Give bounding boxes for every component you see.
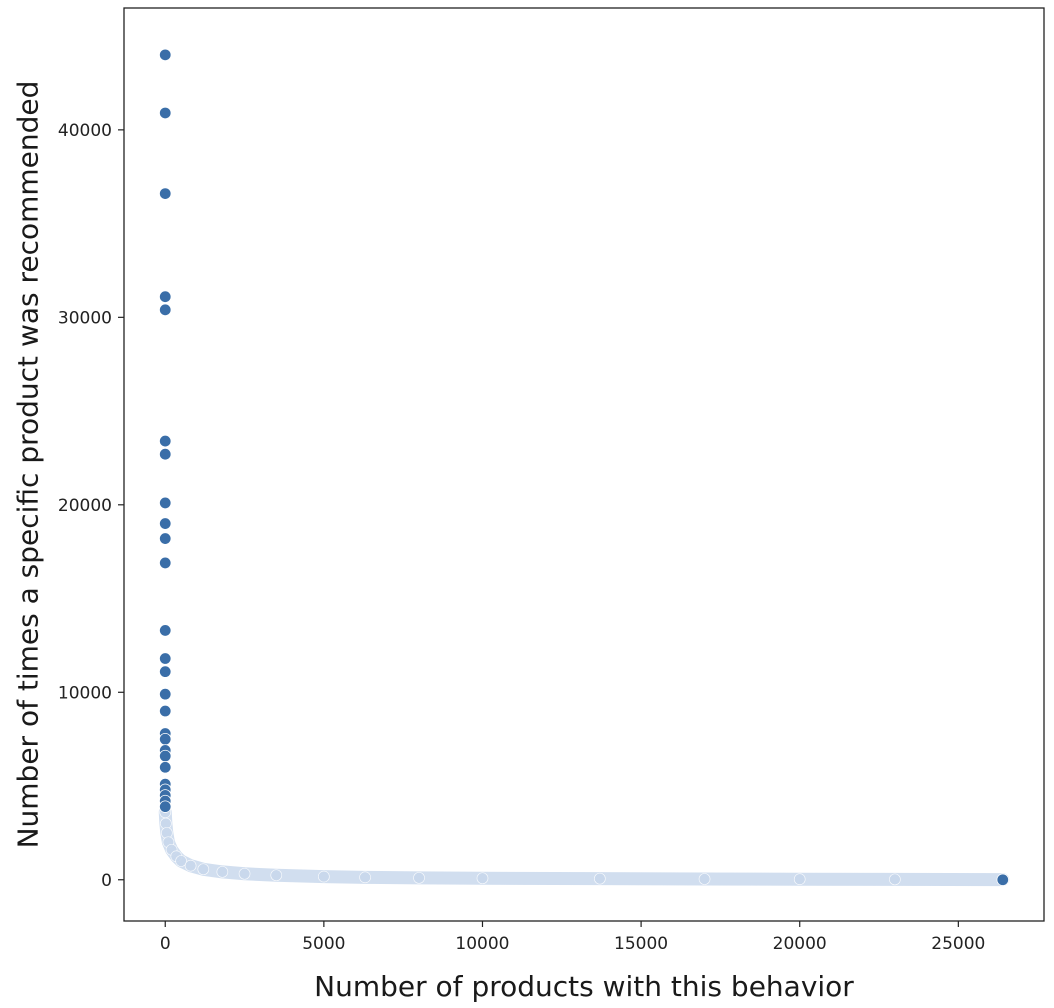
tail-point-8 <box>197 863 210 876</box>
y-tick-label-3: 30000 <box>58 308 112 328</box>
tail-point-18 <box>793 873 806 885</box>
x-tick-label-3: 15000 <box>614 934 668 954</box>
x-tick-label-2: 10000 <box>455 934 509 954</box>
y-tick-label-0: 0 <box>101 871 112 891</box>
x-tick-label-5: 25000 <box>931 934 985 954</box>
data-point-10 <box>159 556 172 570</box>
data-point-26 <box>996 873 1009 886</box>
y-tick-label-1: 10000 <box>58 683 112 703</box>
data-point-1 <box>159 106 172 120</box>
data-point-11 <box>159 624 172 637</box>
tail-point-7 <box>184 859 197 872</box>
tail-point-11 <box>270 869 283 882</box>
data-point-20 <box>159 761 172 774</box>
tail-point-15 <box>476 872 489 885</box>
data-point-7 <box>159 496 172 510</box>
tail-point-17 <box>698 873 711 885</box>
data-point-25 <box>159 800 172 813</box>
data-point-13 <box>159 665 172 678</box>
x-axis-label: Number of products with this behavior <box>314 970 854 1003</box>
y-axis-label: Number of times a specific product was r… <box>12 81 45 849</box>
data-point-5 <box>159 434 172 448</box>
tail-point-10 <box>238 867 251 880</box>
x-axis-ticks: 0 5000 10000 15000 20000 25000 <box>160 921 985 954</box>
x-tick-label-1: 5000 <box>302 934 345 954</box>
tail-point-9 <box>216 866 229 878</box>
data-point-15 <box>159 704 172 718</box>
data-point-14 <box>159 687 172 701</box>
data-point-6 <box>159 447 172 461</box>
data-point-2 <box>159 187 172 200</box>
tail-point-14 <box>413 872 425 884</box>
data-point-0 <box>159 48 172 62</box>
x-tick-label-0: 0 <box>160 934 171 954</box>
y-tick-label-2: 20000 <box>58 496 112 516</box>
data-point-4 <box>159 303 172 317</box>
tail-point-6 <box>175 855 187 867</box>
tail-cloud <box>158 805 1010 887</box>
data-point-19 <box>159 749 172 763</box>
x-tick-label-4: 20000 <box>773 934 827 954</box>
data-point-12 <box>159 652 172 665</box>
tail-band <box>158 805 1010 887</box>
y-axis-ticks: 0 10000 20000 30000 40000 <box>58 121 124 891</box>
tail-point-13 <box>359 871 371 884</box>
tail-point-12 <box>318 870 330 883</box>
data-point-17 <box>159 732 172 746</box>
data-point-8 <box>159 517 172 530</box>
data-point-9 <box>159 532 172 545</box>
y-tick-label-4: 40000 <box>58 121 112 141</box>
tail-point-16 <box>594 872 606 885</box>
plot-frame <box>123 7 1045 922</box>
tail-point-19 <box>889 873 901 886</box>
data-point-3 <box>159 290 172 303</box>
data-points <box>159 48 1009 886</box>
